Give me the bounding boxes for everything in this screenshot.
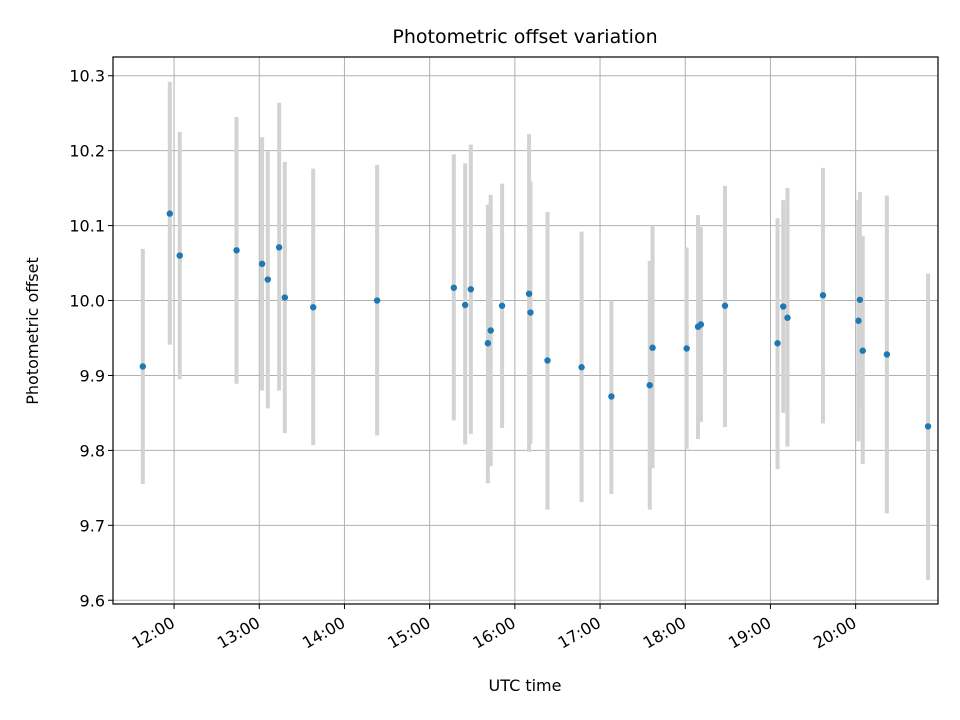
data-point [166, 210, 173, 217]
y-tick-label: 9.8 [80, 441, 105, 460]
data-point [544, 357, 551, 364]
data-point [819, 292, 827, 299]
data-point [721, 302, 729, 309]
data-point [275, 244, 283, 251]
data-point [683, 345, 690, 352]
data-point [281, 294, 289, 301]
data-point [855, 317, 862, 324]
data-point [784, 314, 791, 321]
y-tick-label: 9.7 [80, 516, 105, 535]
data-point [139, 363, 147, 370]
data-point [373, 297, 381, 304]
data-point [450, 284, 457, 291]
data-point [924, 423, 932, 430]
y-axis: 9.6 9.7 9.8 9.9 10.0 10.1 10.2 10.3 [69, 67, 113, 610]
data-point [649, 344, 656, 351]
data-point [498, 302, 506, 309]
data-point [461, 301, 469, 309]
x-axis-title: UTC time [489, 676, 562, 695]
data-point [859, 347, 866, 354]
y-axis-title: Photometric offset [23, 257, 42, 405]
y-tick-label: 10.3 [69, 67, 105, 86]
data-point [578, 364, 585, 371]
data-point [484, 340, 492, 347]
plot-frame [112, 56, 939, 605]
data-point [258, 260, 266, 268]
y-tick-label: 10.2 [69, 142, 105, 161]
data-point [467, 286, 475, 293]
data-point [233, 247, 240, 254]
data-point [176, 252, 183, 259]
y-tick-label: 10.1 [69, 217, 105, 236]
data-point [883, 351, 891, 358]
data-point [774, 340, 781, 347]
data-point [310, 304, 317, 311]
chart-title: Photometric offset variation [392, 26, 657, 48]
data-point [487, 327, 494, 334]
data-point [780, 303, 787, 310]
y-tick-label: 10.0 [69, 292, 105, 311]
data-point [525, 290, 533, 297]
data-points [139, 210, 932, 430]
data-point [608, 393, 615, 400]
data-point [856, 296, 864, 303]
y-tick-label: 9.9 [80, 366, 105, 385]
data-point [527, 309, 534, 316]
data-point [264, 276, 271, 283]
data-point [646, 382, 653, 389]
y-tick-label: 9.6 [80, 591, 105, 610]
data-point [697, 321, 705, 328]
